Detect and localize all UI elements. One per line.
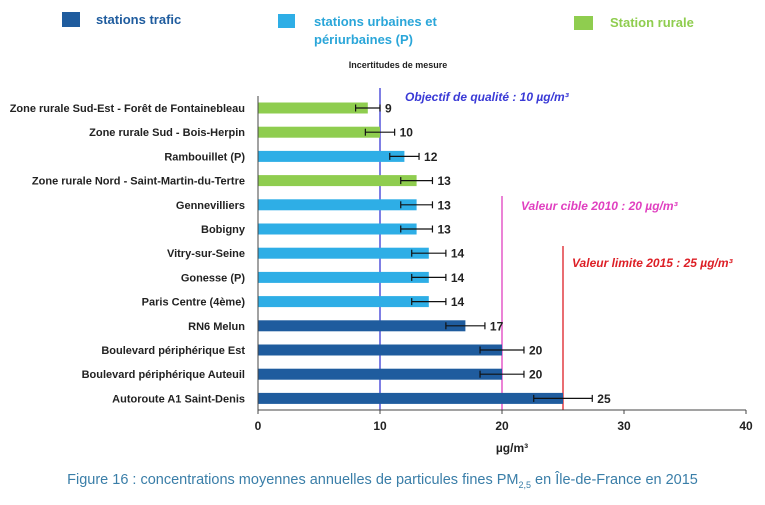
- category-label: Zone rurale Nord - Saint-Martin-du-Tertr…: [32, 176, 245, 188]
- data-label: 20: [529, 344, 543, 358]
- legend-label-rural: Station rurale: [610, 15, 694, 30]
- chart: stations trafic stations urbaines et pér…: [10, 12, 753, 455]
- category-label: Zone rurale Sud-Est - Forêt de Fontaineb…: [10, 103, 245, 115]
- category-label: Gonesse (P): [181, 272, 246, 284]
- bar: [258, 296, 429, 308]
- category-label: Boulevard périphérique Est: [101, 345, 245, 357]
- category-label: Autoroute A1 Saint-Denis: [112, 393, 245, 405]
- data-label: 12: [424, 150, 438, 164]
- bar: [258, 368, 502, 380]
- x-tick-label: 20: [495, 419, 509, 433]
- bar: [258, 392, 563, 404]
- reference-line-label: Valeur cible 2010 : 20 µg/m³: [521, 199, 679, 213]
- category-label: Zone rurale Sud - Bois-Herpin: [89, 127, 245, 139]
- x-tick-label: 0: [255, 419, 262, 433]
- x-axis-title: µg/m³: [496, 441, 528, 455]
- data-label: 13: [437, 198, 451, 212]
- category-label: Rambouillet (P): [164, 151, 245, 163]
- bar: [258, 271, 429, 283]
- data-label: 14: [451, 271, 465, 285]
- legend-swatch-urban: [278, 14, 295, 28]
- category-label: Bobigny: [201, 224, 246, 236]
- category-label: Gennevilliers: [176, 200, 245, 212]
- category-label: RN6 Melun: [188, 321, 245, 333]
- category-label: Paris Centre (4ème): [142, 297, 246, 309]
- reference-line-label: Objectif de qualité : 10 µg/m³: [405, 90, 570, 104]
- data-label: 25: [597, 392, 611, 406]
- data-label: 14: [451, 295, 465, 309]
- chart-subtitle: Incertitudes de mesure: [349, 60, 448, 70]
- legend-swatch-traffic: [62, 12, 80, 27]
- data-label: 14: [451, 247, 465, 261]
- legend-swatch-rural: [574, 16, 593, 30]
- plot-area: Objectif de qualité : 10 µg/m³ Valeur cib…: [10, 88, 753, 433]
- x-tick-label: 30: [617, 419, 631, 433]
- caption-text-end: en Île-de-France en 2015: [531, 472, 698, 488]
- data-label: 17: [490, 319, 504, 333]
- caption-subscript: 2,5: [518, 479, 532, 490]
- data-label: 10: [400, 126, 414, 140]
- bar: [258, 320, 466, 332]
- bar: [258, 126, 380, 138]
- data-label: 13: [437, 223, 451, 237]
- category-label: Boulevard périphérique Auteuil: [82, 369, 245, 381]
- bar: [258, 223, 417, 235]
- legend-label-traffic: stations trafic: [96, 12, 181, 27]
- legend-label-urban: stations urbaines et périurbaines (P): [314, 14, 440, 47]
- bar: [258, 344, 502, 356]
- data-label: 20: [529, 368, 543, 382]
- caption-text: Figure 16 : concentrations moyennes annu…: [67, 472, 519, 488]
- bar: [258, 175, 417, 187]
- reference-line-label: Valeur limite 2015 : 25 µg/m³: [572, 256, 734, 270]
- bar: [258, 102, 368, 114]
- category-label: Vitry-sur-Seine: [167, 248, 245, 260]
- bar: [258, 247, 429, 259]
- bar: [258, 150, 405, 162]
- bar: [258, 199, 417, 211]
- figure-caption: Figure 16 : concentrations moyennes annu…: [0, 472, 765, 490]
- x-tick-label: 10: [373, 419, 387, 433]
- x-tick-label: 40: [739, 419, 753, 433]
- legend: stations trafic stations urbaines et pér…: [62, 12, 694, 47]
- data-label: 13: [437, 174, 451, 188]
- data-label: 9: [385, 102, 392, 116]
